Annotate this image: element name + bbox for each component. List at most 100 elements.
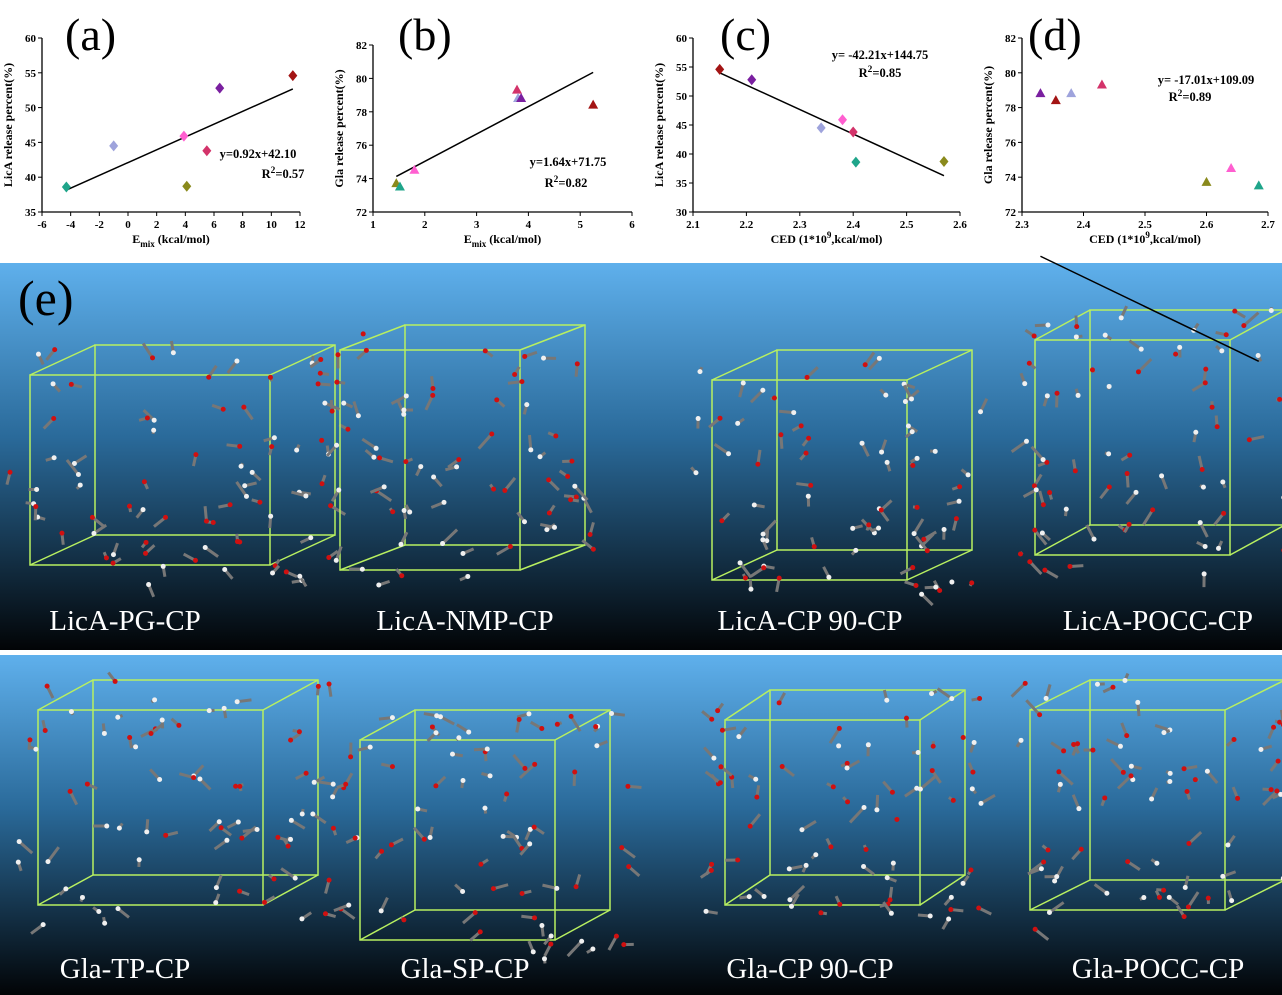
atom xyxy=(268,514,273,519)
y-tick-label: 74 xyxy=(1005,172,1017,184)
atom xyxy=(1210,405,1215,410)
y-tick-label: 60 xyxy=(25,33,37,45)
y-axis-label: Gla release percent(%) xyxy=(981,66,995,184)
atom xyxy=(430,386,435,391)
atom xyxy=(931,744,936,749)
atom xyxy=(1045,322,1050,327)
atom xyxy=(52,455,57,460)
atom xyxy=(389,842,394,847)
atom xyxy=(1076,393,1081,398)
data-point xyxy=(939,156,948,167)
atom xyxy=(572,484,577,489)
atom xyxy=(532,825,537,830)
x-tick-label: 2 xyxy=(154,219,160,231)
atom xyxy=(548,942,553,947)
atom xyxy=(1182,766,1187,771)
atom xyxy=(761,532,766,537)
atom xyxy=(501,834,506,839)
atom xyxy=(1182,914,1187,919)
atom xyxy=(915,505,920,510)
atom xyxy=(286,844,291,849)
x-tick-label: 2.6 xyxy=(953,219,967,231)
atom xyxy=(549,933,554,938)
atom xyxy=(1125,471,1130,476)
x-axis-label: CED (1*109,kcal/mol) xyxy=(771,230,883,246)
r-squared: R2=0.57 xyxy=(262,166,305,181)
atom xyxy=(522,354,527,359)
atom xyxy=(526,711,531,716)
x-tick-label: -6 xyxy=(37,219,47,231)
atom xyxy=(531,949,536,954)
atom xyxy=(152,697,157,702)
atom xyxy=(1067,564,1072,569)
x-axis-label-part: ,kcal/mol) xyxy=(1150,232,1201,246)
atom xyxy=(228,502,233,507)
atom xyxy=(379,908,384,913)
atom xyxy=(478,929,483,934)
y-tick-label: 78 xyxy=(356,107,368,119)
y-tick-label: 50 xyxy=(676,91,688,103)
y-tick-label: 40 xyxy=(676,149,688,161)
atom xyxy=(237,784,242,789)
atom xyxy=(133,744,138,749)
r-squared-part: =0.82 xyxy=(558,176,587,190)
atom xyxy=(804,451,809,456)
atom xyxy=(753,777,758,782)
atom xyxy=(461,778,466,783)
atom xyxy=(262,900,267,905)
data-point xyxy=(215,83,224,94)
atom xyxy=(885,875,890,880)
atom xyxy=(1161,888,1166,893)
atom xyxy=(709,717,714,722)
atom xyxy=(942,527,947,532)
atom xyxy=(1276,759,1281,764)
atom xyxy=(889,911,894,916)
atom xyxy=(294,448,299,453)
atom xyxy=(837,902,842,907)
atom xyxy=(1185,789,1190,794)
atom xyxy=(144,540,149,545)
atom xyxy=(90,515,95,520)
equation: y=1.64x+71.75 xyxy=(530,155,607,169)
atom xyxy=(1056,769,1061,774)
atom xyxy=(904,716,909,721)
panel-letter: (e) xyxy=(18,270,74,326)
atom xyxy=(928,913,933,918)
y-axis-label: LicA release percent(%) xyxy=(1,63,15,187)
atom xyxy=(1220,874,1225,879)
y-tick-label: 82 xyxy=(1005,33,1017,45)
y-tick-label: 35 xyxy=(676,178,688,190)
y-tick-label: 80 xyxy=(356,73,368,85)
atom xyxy=(1258,747,1263,752)
atom xyxy=(150,355,155,360)
atom xyxy=(152,418,157,423)
atom xyxy=(512,372,517,377)
atom xyxy=(717,416,722,421)
atom xyxy=(334,558,339,563)
atom xyxy=(879,450,884,455)
atom xyxy=(780,764,785,769)
atom xyxy=(482,806,487,811)
atom xyxy=(489,432,494,437)
atom xyxy=(224,838,229,843)
atom xyxy=(1054,874,1059,879)
atom xyxy=(925,548,930,553)
atom xyxy=(743,576,748,581)
atom xyxy=(1032,528,1037,533)
atom xyxy=(910,463,915,468)
atom xyxy=(1090,748,1095,753)
atom xyxy=(626,864,631,869)
atom xyxy=(328,503,333,508)
atom xyxy=(1206,896,1211,901)
atom xyxy=(1129,773,1134,778)
atom xyxy=(874,807,879,812)
atom xyxy=(234,359,239,364)
atom xyxy=(568,497,573,502)
atom xyxy=(1177,345,1182,350)
atom xyxy=(334,443,339,448)
atom xyxy=(1232,309,1237,314)
atom xyxy=(371,455,376,460)
x-tick-label: 4 xyxy=(183,219,189,231)
atom xyxy=(1219,348,1224,353)
atom xyxy=(972,740,977,745)
